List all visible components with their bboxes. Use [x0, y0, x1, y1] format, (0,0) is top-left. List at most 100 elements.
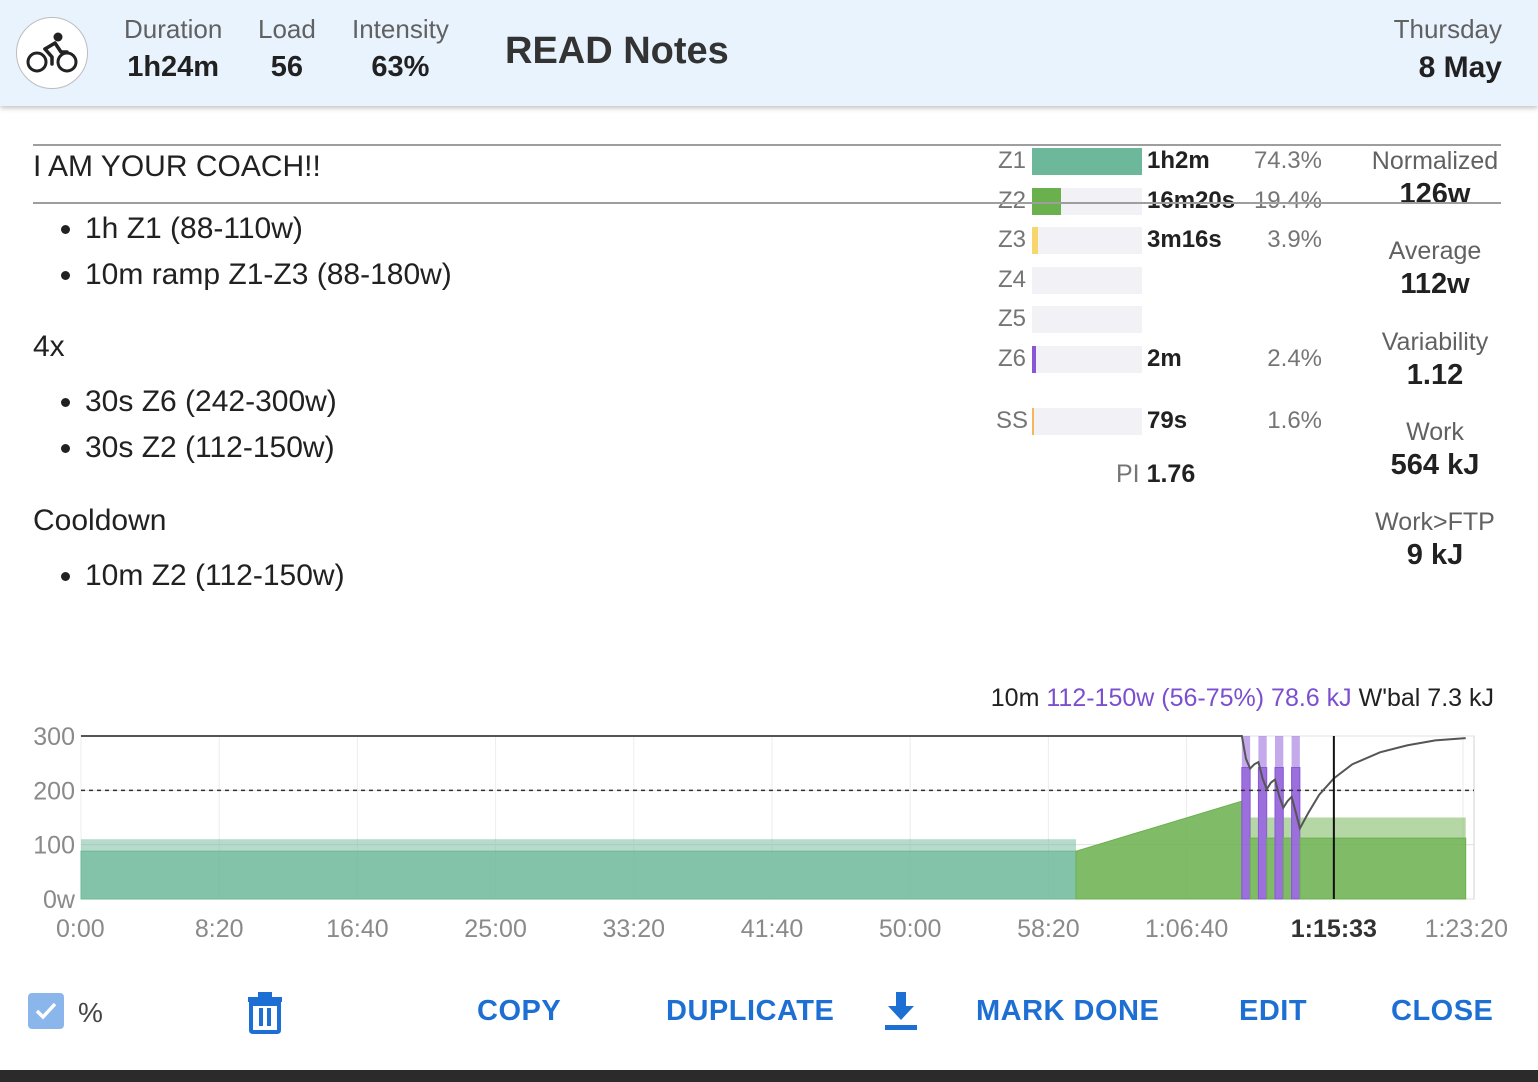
zone-percent: 2.4%: [1267, 345, 1322, 372]
metric-value: 112w: [1400, 268, 1470, 300]
x-tick-label: 16:40: [326, 915, 389, 943]
x-tick-label: 1:23:20: [1425, 915, 1508, 943]
metric-value: 126w: [1399, 178, 1471, 210]
notes-heading: I AM YOUR COACH!!: [33, 150, 321, 183]
check-icon: [35, 1002, 57, 1020]
day-of-week: Thursday: [1393, 14, 1502, 44]
repeat-label: 4x: [33, 330, 65, 363]
metric-label: Work>FTP: [1375, 508, 1495, 536]
list-item: 10m Z2 (112-150w): [85, 553, 785, 599]
zone-bar: [1032, 408, 1142, 435]
step-target: 112-150w (56-75%): [1046, 684, 1265, 712]
workout-title: READ Notes: [505, 30, 729, 72]
metric-work-ftp: Work>FTP 9 kJ: [1360, 508, 1510, 572]
notes-block-1: 1h Z1 (88-110w) 10m ramp Z1-Z3 (88-180w): [33, 206, 785, 298]
workout-date: Thursday 8 May: [1394, 14, 1502, 85]
metric-normalized: Normalized 126w: [1360, 147, 1510, 211]
zone-bar: [1032, 306, 1142, 333]
segment-bar: [1249, 837, 1259, 900]
cooldown-label: Cooldown: [33, 504, 167, 537]
load-stat: Load 56: [258, 14, 316, 84]
zone-bar: [1032, 188, 1142, 215]
percent-checkbox-label: %: [78, 997, 103, 1028]
percent-checkbox[interactable]: [28, 993, 64, 1029]
step-duration: 10m: [990, 684, 1040, 712]
x-tick-label: 1:06:40: [1145, 915, 1228, 943]
zone-time: 2m: [1147, 345, 1182, 372]
duration-value: 1h24m: [127, 51, 220, 83]
zone-bar-fill: [1032, 346, 1036, 373]
segment-range: [1250, 817, 1259, 839]
segment-range: [1275, 736, 1284, 768]
download-icon: [885, 992, 917, 1030]
x-axis-ticks: 0:00 8:20 16:40 25:00 33:20 41:40 50:00 58:20 1:…: [56, 915, 1508, 943]
dialog-header: Duration 1h24m Load 56 Intensity 63% REA…: [0, 0, 1538, 106]
metric-label: Average: [1388, 237, 1482, 265]
x-tick-label: 41:40: [741, 915, 804, 943]
duration-stat: Duration 1h24m: [124, 14, 222, 84]
day-month: 8 May: [1418, 51, 1502, 84]
edit-button[interactable]: EDIT: [1239, 995, 1308, 1027]
zone-bar: [1032, 227, 1142, 254]
zone-bar-fill: [1032, 408, 1035, 435]
mark-done-button[interactable]: MARK DONE: [976, 995, 1160, 1027]
cursor-time-label: 1:15:33: [1291, 915, 1377, 943]
zone-bar: [1032, 267, 1142, 294]
intensity-stat: Intensity 63%: [352, 14, 449, 84]
copy-button[interactable]: COPY: [477, 995, 562, 1027]
divider-top: [33, 144, 1501, 146]
zone-bar-fill: [1032, 148, 1142, 175]
duration-label: Duration: [124, 14, 223, 44]
zone-percent: 1.6%: [1267, 407, 1322, 434]
segment-range: [1258, 736, 1267, 768]
x-tick-label: 50:00: [879, 915, 942, 943]
metric-label: Work: [1406, 418, 1464, 446]
list-item: 10m ramp Z1-Z3 (88-180w): [85, 252, 785, 298]
zone-percent: 3.9%: [1267, 226, 1322, 253]
zone-name: Z2: [997, 187, 1026, 214]
pi-value: 1.76: [1146, 460, 1196, 488]
segment-range: [1291, 736, 1300, 768]
segment-range: [1241, 736, 1251, 768]
step-wbal: W'bal 7.3 kJ: [1358, 684, 1494, 712]
zone-percent: 74.3%: [1253, 147, 1322, 174]
y-tick-label: 200: [33, 777, 75, 805]
notes-block-3: 10m Z2 (112-150w): [33, 553, 785, 599]
zone-name: Z6: [997, 345, 1026, 372]
x-tick-label: 8:20: [195, 915, 244, 943]
download-button[interactable]: [883, 990, 919, 1032]
intensity-label: Intensity: [352, 14, 449, 44]
x-tick-label: 25:00: [464, 915, 527, 943]
zone-name: Z4: [997, 266, 1026, 293]
zone-bar-fill: [1032, 227, 1038, 254]
metric-label: Variability: [1381, 328, 1489, 356]
x-tick-label: 58:20: [1017, 915, 1080, 943]
x-tick-label: 0:00: [56, 915, 105, 943]
step-energy: 78.6 kJ: [1271, 684, 1352, 712]
ramp-segment: [1075, 800, 1243, 900]
y-tick-label: 300: [33, 723, 75, 751]
metric-variability: Variability 1.12: [1360, 328, 1510, 392]
segment-range: [1266, 817, 1275, 839]
list-item: 30s Z6 (242-300w): [85, 379, 785, 425]
delete-button[interactable]: [244, 990, 286, 1034]
close-button[interactable]: CLOSE: [1391, 995, 1494, 1027]
zone-time: 3m16s: [1147, 226, 1222, 253]
chart-segments: [80, 736, 1467, 900]
duplicate-button[interactable]: DUPLICATE: [666, 995, 835, 1027]
zone-percent: 19.4%: [1253, 187, 1322, 214]
segment-range: [1283, 817, 1292, 839]
load-label: Load: [258, 14, 316, 44]
bike-icon: [16, 17, 88, 89]
metric-value: 1.12: [1406, 359, 1464, 391]
pi-label: PI: [1116, 460, 1140, 488]
trash-icon: [248, 992, 282, 1034]
pi-stat: PI 1.76: [1116, 460, 1195, 489]
zone-bar-fill: [1032, 188, 1061, 215]
background-strip: [0, 1070, 1538, 1082]
zone-time: 16m20s: [1147, 187, 1236, 214]
metric-average: Average 112w: [1360, 237, 1510, 301]
segment-bar: [1282, 837, 1293, 900]
segment-bar: [1299, 837, 1467, 900]
workout-power-chart[interactable]: 300 200 100 0w 0:00 8:20 16:40 25:00 33:20 41:40…: [0, 715, 1538, 985]
